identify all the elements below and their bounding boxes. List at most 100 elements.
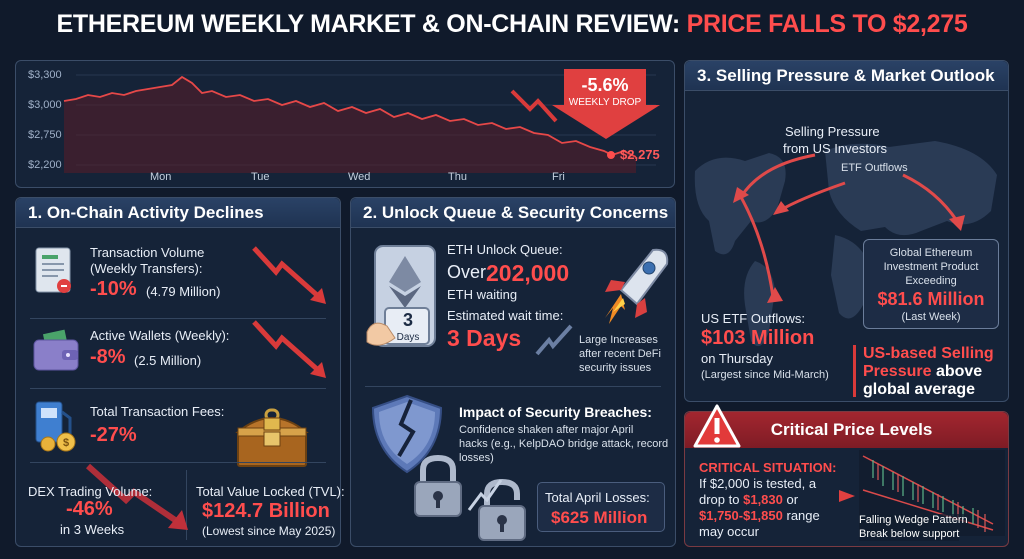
wait-label: Estimated wait time: [447, 308, 564, 323]
breach-line-1: Confidence shaken after major April [459, 424, 634, 436]
crack-arrow-icon [467, 479, 503, 511]
flow-arrow [739, 196, 775, 298]
us-based-line-1: US-based Selling [863, 345, 994, 362]
y-tick-label: $3,300 [28, 69, 62, 81]
critical-line-3a: $1,750-$1,850 [699, 508, 783, 523]
us-etf-note: (Largest since Mid-March) [701, 369, 829, 381]
tx-volume-sublabel: (Weekly Transfers): [90, 261, 203, 276]
selling-heading: 3. Selling Pressure & Market Outlook [685, 61, 1008, 91]
tx-volume-label: Transaction Volume [90, 245, 205, 260]
tvl-value: $124.7 Billion [202, 500, 330, 522]
y-tick-label: $2,200 [28, 159, 62, 171]
losses-label: Total April Losses: [545, 490, 650, 505]
critical-line-2: drop to $1,830 or [699, 492, 798, 508]
treasure-chest-icon [235, 408, 309, 467]
pattern-line-1: Falling Wedge Pattern [859, 514, 968, 527]
weekly-change-value: -5.6% [581, 75, 629, 95]
y-tick-label: $2,750 [28, 129, 62, 141]
trend-arrow-icon [510, 89, 558, 123]
wallets-label: Active Wallets (Weekly): [90, 328, 230, 343]
weekly-change-label: WEEKLY DROP [568, 97, 642, 108]
global-box [863, 239, 999, 329]
critical-line-1: If $2,000 is tested, a [699, 476, 817, 491]
arrow-right-icon [839, 490, 855, 502]
global-period: (Last Week) [901, 311, 961, 323]
y-tick-label: $3,000 [28, 99, 62, 111]
wait-value: 3 Days [447, 325, 522, 351]
increase-note-1: Large Increases [579, 334, 658, 346]
gas-pump-icon: $ [35, 401, 76, 452]
calendar-label: Days [396, 332, 420, 343]
page-title: ETHEREUM WEEKLY MARKET & ON-CHAIN REVIEW… [0, 10, 1024, 39]
x-tick-label: Fri [552, 171, 565, 183]
us-etf-value: $103 Million [701, 327, 815, 349]
increase-note-2: after recent DeFi [579, 348, 661, 360]
us-based-line-2b: above [935, 363, 983, 380]
wallets-value: -8% [90, 346, 126, 368]
price-line [63, 75, 637, 158]
losses-box [537, 482, 665, 532]
warning-icon [693, 404, 741, 448]
x-tick-label: Mon [150, 171, 172, 183]
queue-suffix: ETH waiting [447, 287, 518, 302]
price-area [64, 77, 636, 173]
us-etf-when: on Thursday [701, 351, 774, 366]
critical-line-2b: $1,830 [743, 492, 783, 507]
critical-line-3: $1,750-$1,850 range [699, 508, 820, 524]
tvl-detail: (Lowest since May 2025) [202, 524, 336, 538]
world-map-icon [694, 141, 997, 347]
critical-line-4: may occur [699, 524, 759, 539]
title-main: ETHEREUM WEEKLY MARKET & ON-CHAIN REVIEW… [56, 10, 681, 38]
global-line-1: Global Ethereum [889, 247, 973, 259]
dex-label: DEX Trading Volume: [28, 484, 153, 499]
queue-value: 202,000 [486, 260, 570, 286]
padlock-icon [478, 478, 526, 541]
calendar-number: 3 [402, 310, 413, 330]
increase-note-3: security issues [579, 362, 652, 374]
queue-prefix: Over [447, 262, 487, 282]
dex-detail: in 3 Weeks [60, 522, 125, 537]
x-tick-label: Wed [348, 171, 371, 183]
broken-shield-icon [371, 394, 443, 474]
price-chart-panel: $3,300 $3,000 $2,750 $2,200 -5.6% WEEKLY… [15, 60, 675, 188]
us-based-bar [853, 345, 856, 397]
price-end-dot [607, 151, 615, 159]
etf-outflows-label: ETF Outflows [841, 162, 908, 174]
fees-label: Total Transaction Fees: [90, 404, 225, 419]
dex-value: -46% [66, 498, 113, 520]
wallets-detail: (2.5 Million) [134, 353, 202, 368]
breach-line-2: hacks (e.g., KelpDAO bridge attack, reco… [459, 438, 669, 450]
x-tick-label: Thu [448, 171, 467, 183]
selling-panel: 3. Selling Pressure & Market Outlook Sel… [684, 60, 1009, 402]
us-based-line-3: global average [863, 381, 976, 398]
svg-text:$: $ [63, 437, 69, 449]
fees-value: -27% [90, 424, 137, 446]
eth-queue-icon [366, 245, 436, 347]
rocket-icon [605, 248, 669, 324]
tx-volume-detail: (4.79 Million) [146, 284, 221, 299]
flow-arrow [739, 153, 816, 198]
global-line-3: Exceeding [905, 275, 957, 287]
end-price-label: $2,275 [620, 147, 660, 162]
wallet-icon [33, 329, 79, 371]
pressure-line-2: from US Investors [783, 141, 888, 156]
unlock-heading: 2. Unlock Queue & Security Concerns [351, 198, 675, 228]
down-trend-arrow-icon [252, 320, 326, 378]
x-tick-label: Tue [251, 171, 270, 183]
unlock-panel: 2. Unlock Queue & Security Concerns 3 Da… [350, 197, 676, 547]
breach-line-3: losses) [459, 452, 494, 464]
critical-line-2c: or [786, 492, 799, 507]
down-trend-arrow-icon [252, 246, 326, 304]
tvl-label: Total Value Locked (TVL): [196, 484, 345, 499]
flow-arrow [902, 173, 959, 222]
pattern-line-2: Break below support [859, 528, 960, 541]
critical-line-3b: range [786, 508, 820, 523]
critical-header [685, 412, 1008, 448]
global-value: $81.6 Million [877, 289, 985, 309]
pressure-line-1: Selling Pressure [785, 124, 880, 139]
weekly-drop-arrow-icon [552, 69, 660, 139]
critical-heading: Critical Price Levels [770, 420, 933, 439]
critical-situation: CRITICAL SITUATION: [699, 460, 837, 475]
critical-line-2a: drop to [699, 492, 740, 507]
padlock-icon [414, 454, 462, 517]
